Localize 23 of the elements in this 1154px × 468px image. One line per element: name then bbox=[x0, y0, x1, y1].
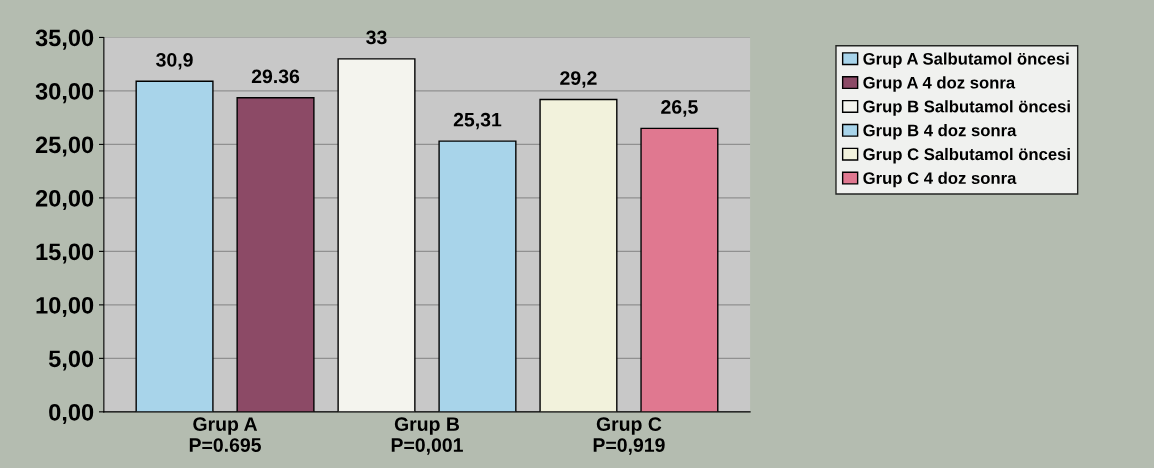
y-tick-label: 5,00 bbox=[48, 350, 94, 371]
data-label: 29.36 bbox=[251, 69, 300, 84]
x-tick-label: Grup A P=0.695 bbox=[189, 417, 261, 452]
data-label: 25,31 bbox=[453, 112, 502, 130]
legend-label: Grup A 4 doz sonra bbox=[863, 76, 1016, 92]
legend-label: Grup A Salbutamol öncesi bbox=[863, 52, 1069, 68]
y-tick-label: 20,00 bbox=[35, 189, 94, 211]
data-label: 33 bbox=[366, 30, 387, 45]
legend-label: Grup C 4 doz sonra bbox=[863, 171, 1017, 188]
legend-label: Grup C Salbutamol öncesi bbox=[863, 147, 1070, 164]
y-tick-label: 10,00 bbox=[36, 296, 94, 318]
y-tick-label: 0,00 bbox=[49, 403, 94, 425]
legend-label: Grup B 4 doz sonra bbox=[863, 124, 1017, 140]
x-tick-label: Grup B P=0,001 bbox=[391, 417, 463, 455]
y-tick-label: 35,00 bbox=[35, 29, 94, 50]
data-label: 26,5 bbox=[661, 100, 698, 117]
legend-label: Grup B Salbutamol öncesi bbox=[863, 100, 1070, 116]
data-label: 30,9 bbox=[156, 52, 193, 70]
x-tick-label: Grup C P=0,919 bbox=[593, 417, 665, 455]
y-tick-label: 25,00 bbox=[35, 136, 94, 157]
y-tick-label: 15,00 bbox=[36, 243, 94, 264]
y-tick-label: 30,00 bbox=[35, 82, 94, 104]
data-label: 29,2 bbox=[560, 71, 597, 88]
